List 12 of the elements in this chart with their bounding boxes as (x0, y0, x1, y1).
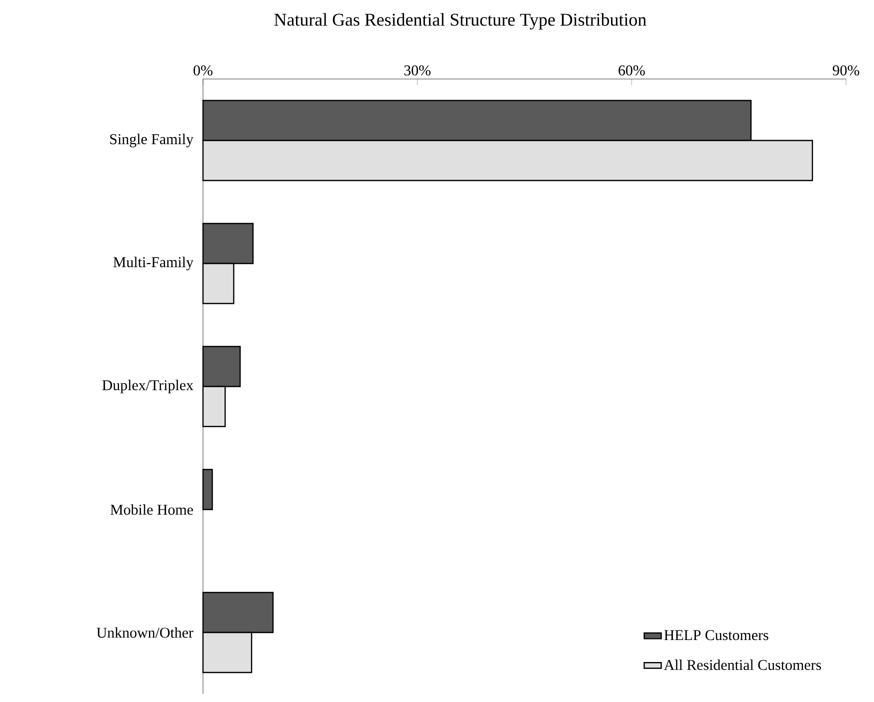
legend-label: All Residential Customers (664, 660, 821, 670)
x-tick-label: 0% (194, 65, 212, 76)
legend-label: HELP Customers (664, 630, 768, 640)
x-tick-label: 90% (832, 65, 860, 76)
y-tick-label: Single Family (110, 134, 194, 148)
y-tick-label: Multi-Family (113, 256, 194, 270)
chart-title: Natural Gas Residential Structure Type Distribution (274, 13, 646, 30)
y-tick-label: Unknown/Other (96, 627, 194, 638)
x-tick-label: 30% (404, 65, 431, 76)
x-tick-label: 60% (618, 65, 645, 76)
y-tick-label: Duplex/Triplex (102, 380, 194, 394)
y-tick-label: Mobile Home (110, 504, 193, 515)
